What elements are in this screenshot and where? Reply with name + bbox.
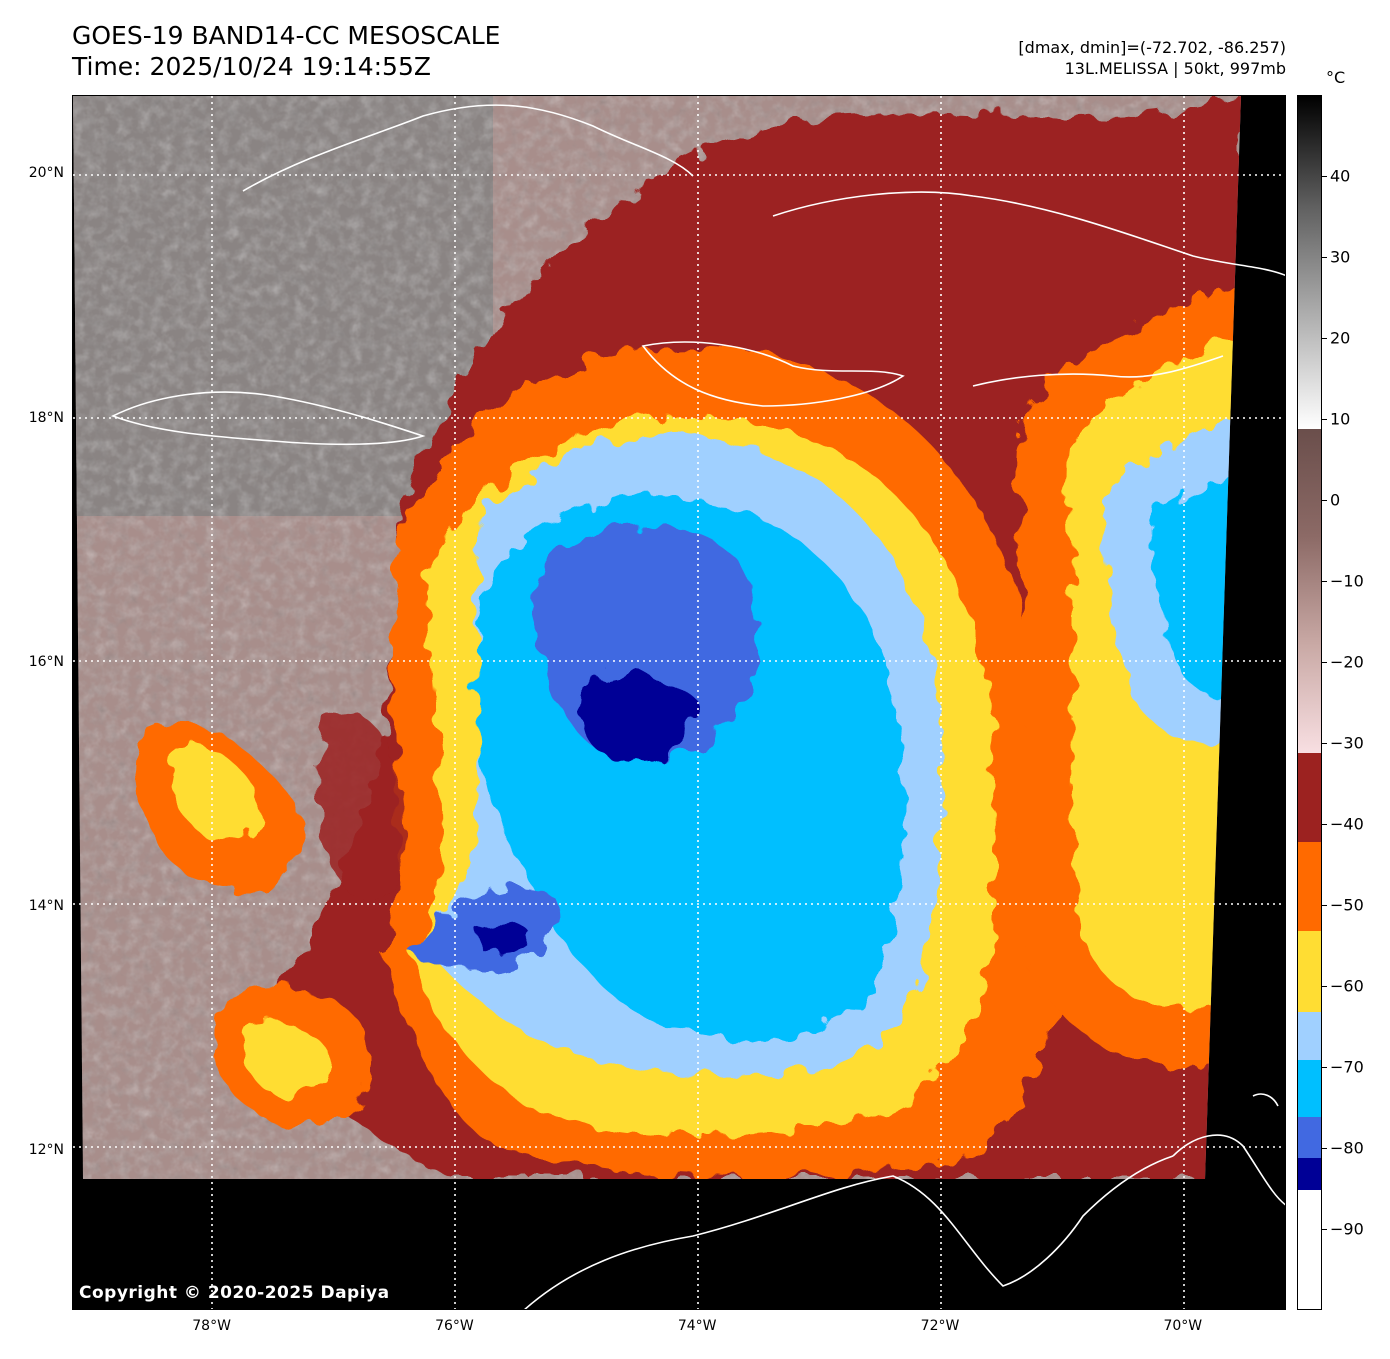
graticule [73,96,1285,1309]
image-title: GOES-19 BAND14-CC MESOSCALE [72,21,501,50]
coldest-core-navy [579,673,696,763]
colorbar-tick-label: 0 [1330,490,1341,510]
coastline-haiti [641,341,905,407]
colorbar-tick-label: −60 [1330,976,1364,996]
lat-label: 20°N [28,165,64,182]
colorbar-tick [1322,581,1327,582]
colorbar-tick-label: −10 [1330,571,1364,591]
colorbar-tick [1322,1067,1327,1068]
image-timestamp: Time: 2025/10/24 19:14:55Z [72,52,431,81]
colorbar-tick [1322,824,1327,825]
temperature-range-label: [dmax, dmin]=(-72.702, -86.257) [1018,38,1286,57]
colorbar-tick-label: −30 [1330,733,1364,753]
lat-label: 18°N [28,409,64,426]
satellite-map-panel: Copyright © 2020-2025 Dapiya [72,95,1286,1310]
colorbar-tick-label: 40 [1330,166,1351,186]
coastline-south-hispaniola [972,355,1224,387]
colorbar-segment [1298,96,1321,429]
coastline-cuba [242,104,694,192]
coastline-jamaica [110,391,426,446]
lon-label: 76°W [435,1318,474,1334]
coastlines [110,104,1285,1309]
colorbar-unit: °C [1326,68,1346,87]
lon-label: 74°W [677,1318,717,1334]
southwest-convection-yellow [168,743,259,841]
colorbar-tick [1322,905,1327,906]
colorbar-tick-label: −70 [1330,1057,1364,1077]
coastline-hispaniola-north [772,191,1285,277]
colorbar-tick-label: −20 [1330,652,1364,672]
colorbar-tick [1322,176,1327,177]
colorbar-tick-label: 10 [1330,409,1351,429]
copyright-label: Copyright © 2020-2025 Dapiya [79,1283,390,1303]
coastline-colombia [524,1155,1174,1309]
coastline-aruba-curacao [1252,1093,1279,1107]
lon-label: 70°W [1163,1318,1203,1334]
colorbar-segment [1298,930,1321,1012]
colorbar-tick-label: −90 [1330,1219,1364,1239]
no-data-region-south [73,1179,1285,1309]
colorbar-segment [1298,1059,1321,1118]
east-band-bright-blue [1151,474,1241,699]
colorbar-segment [1298,1157,1321,1190]
colorbar-tick-label: −50 [1330,895,1364,915]
colorbar-tick [1322,500,1327,501]
colorbar-tick [1322,662,1327,663]
colorbar-tick-label: −80 [1330,1138,1364,1158]
lat-label: 14°N [28,898,64,915]
colorbar-tick [1322,419,1327,420]
colorbar-segment [1298,1189,1321,1309]
satellite-imagery [73,96,1285,1309]
colorbar-tick-label: −40 [1330,814,1364,834]
colorbar-segment [1298,841,1321,931]
colorbar-segment [1298,1116,1321,1158]
colorbar-tick [1322,338,1327,339]
lon-label: 72°W [920,1318,960,1334]
lat-label: 12°N [28,1142,64,1159]
colorbar-segment [1298,428,1321,753]
south-arc-coldest [473,920,533,953]
colorbar-segment [1298,752,1321,842]
colorbar-tick [1322,1229,1327,1230]
southwest-convection-yellow-2 [242,1022,329,1096]
colorbar-tick [1322,257,1327,258]
coastline-guajira [1172,1134,1285,1206]
storm-info-label: 13L.MELISSA | 50kt, 997mb [1064,59,1286,78]
colorbar [1297,95,1322,1310]
colorbar-tick-label: 20 [1330,328,1351,348]
colorbar-tick [1322,1148,1327,1149]
colorbar-segment [1298,1011,1321,1061]
colorbar-tick [1322,743,1327,744]
colorbar-tick [1322,986,1327,987]
lat-label: 16°N [28,653,64,670]
colorbar-tick-label: 30 [1330,247,1351,267]
lon-label: 78°W [192,1318,231,1334]
west-fringe-cloud [319,710,406,901]
